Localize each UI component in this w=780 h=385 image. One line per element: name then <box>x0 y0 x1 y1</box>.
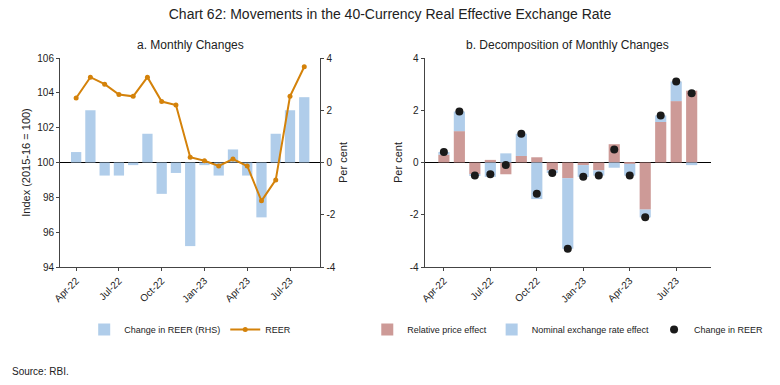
svg-text:-4: -4 <box>410 262 419 273</box>
svg-text:b. Decomposition of Monthly Ch: b. Decomposition of Monthly Changes <box>466 38 669 52</box>
svg-text:-4: -4 <box>326 262 335 273</box>
svg-text:102: 102 <box>37 122 54 133</box>
svg-text:Apr-22: Apr-22 <box>420 275 449 304</box>
svg-text:104: 104 <box>37 87 54 98</box>
svg-text:Jul-23: Jul-23 <box>268 275 295 302</box>
svg-text:2: 2 <box>413 105 419 116</box>
svg-text:0: 0 <box>413 157 419 168</box>
svg-text:94: 94 <box>43 262 55 273</box>
svg-text:Index (2015-16 = 100): Index (2015-16 = 100) <box>20 108 32 217</box>
svg-text:Source: RBI.: Source: RBI. <box>12 366 69 377</box>
svg-text:-2: -2 <box>326 209 335 220</box>
svg-text:Jan-23: Jan-23 <box>559 275 589 305</box>
svg-text:Jul-23: Jul-23 <box>654 275 681 302</box>
svg-text:106: 106 <box>37 53 54 64</box>
svg-text:0: 0 <box>326 157 332 168</box>
svg-text:Per cent: Per cent <box>392 142 404 183</box>
svg-text:Apr-23: Apr-23 <box>606 275 635 304</box>
svg-text:Apr-23: Apr-23 <box>223 275 252 304</box>
svg-text:Jul-22: Jul-22 <box>97 275 124 302</box>
svg-text:Change in REER: Change in REER <box>694 325 763 335</box>
svg-text:a. Monthly Changes: a. Monthly Changes <box>137 38 244 52</box>
svg-text:98: 98 <box>43 192 55 203</box>
svg-text:REER: REER <box>265 325 291 335</box>
svg-text:100: 100 <box>37 157 54 168</box>
svg-text:4: 4 <box>326 53 332 64</box>
svg-text:Oct-22: Oct-22 <box>138 275 167 304</box>
svg-text:Nominal exchange rate effect: Nominal exchange rate effect <box>532 325 649 335</box>
svg-text:Relative price effect: Relative price effect <box>407 325 486 335</box>
svg-text:Change in REER (RHS): Change in REER (RHS) <box>124 325 220 335</box>
svg-text:Per cent: Per cent <box>337 142 349 183</box>
svg-text:Jul-22: Jul-22 <box>468 275 495 302</box>
svg-text:96: 96 <box>43 227 55 238</box>
svg-text:Apr-22: Apr-22 <box>52 275 81 304</box>
svg-text:4: 4 <box>413 53 419 64</box>
svg-text:Oct-22: Oct-22 <box>513 275 542 304</box>
svg-text:2: 2 <box>326 105 332 116</box>
svg-text:Jan-23: Jan-23 <box>180 275 210 305</box>
svg-text:-2: -2 <box>410 209 419 220</box>
svg-text:Chart 62: Movements in the 40-: Chart 62: Movements in the 40-Currency R… <box>169 6 612 22</box>
